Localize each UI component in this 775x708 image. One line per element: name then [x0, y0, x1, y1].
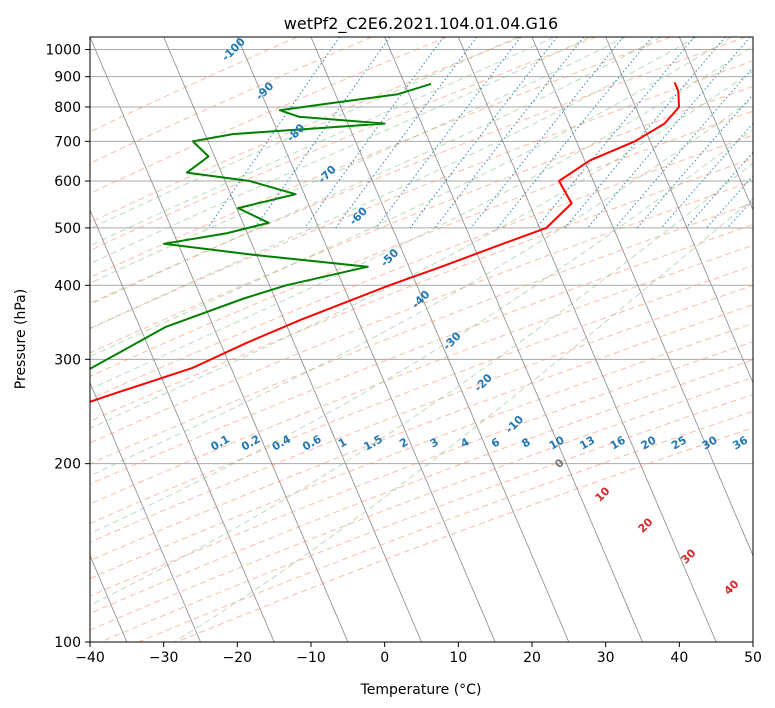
y-tick-label: 400 [54, 278, 81, 294]
moist-adiabat-line [90, 45, 753, 390]
dry-adiabat-line [90, 284, 753, 543]
x-tick-label: 40 [670, 650, 688, 666]
y-axis-ticks: 100 200 300 400 500 600 700 800 900 1000 [45, 43, 90, 651]
x-axis-ticks: −40 −30 −20 −10 0 10 20 30 40 50 [75, 642, 762, 666]
dry-adiabat-line [90, 180, 753, 444]
moist-adiabat-line [90, 37, 732, 358]
dry-adiabat-line [90, 223, 753, 485]
isotherm-line [90, 381, 201, 642]
mixing-ratio-line [497, 37, 653, 229]
plot-frame [89, 36, 754, 643]
isotherm-line [605, 37, 753, 384]
y-tick-label: 600 [54, 174, 81, 190]
isotherm-line [384, 37, 643, 642]
adiabats [90, 37, 753, 642]
mixing-ratio-line [207, 37, 341, 229]
dry-adiabat-line [90, 110, 753, 377]
mixing-ratio-line [254, 37, 391, 229]
moist-adiabat-line [90, 70, 753, 429]
y-axis-label: Pressure (hPa) [13, 289, 29, 389]
x-tick-label: 50 [744, 650, 762, 666]
isotherm-line [752, 37, 753, 39]
dry-adiabat-line [90, 60, 753, 329]
mixing-ratio-lines [207, 37, 753, 229]
moist-adiabat-line [90, 37, 697, 330]
dewpoint-profile-line [90, 82, 432, 370]
isotherm-line [457, 37, 717, 642]
moist-adiabat-line [174, 198, 753, 642]
x-axis-label: Temperature (°C) [360, 682, 482, 698]
dry-adiabat-line [90, 85, 753, 354]
dry-adiabat-line [90, 157, 753, 422]
temperature-profile-line [90, 82, 680, 403]
mixing-ratio-line [564, 37, 726, 229]
dry-adiabat-line [90, 359, 753, 614]
y-tick-label: 100 [54, 635, 81, 651]
isotherm-line [236, 37, 496, 642]
data-series [90, 82, 680, 403]
moist-adiabat-line [90, 37, 626, 284]
mixing-ratio-line [335, 37, 478, 229]
mixing-ratio-line [304, 37, 445, 229]
dry-adiabat-line [90, 37, 746, 304]
y-tick-label: 200 [54, 457, 81, 473]
dry-adiabat-line [90, 341, 753, 597]
mixing-ratio-line [375, 37, 521, 229]
isotherm-line [90, 208, 275, 642]
x-tick-label: −40 [75, 650, 105, 666]
y-tick-label: 900 [54, 70, 81, 86]
x-tick-label: 10 [449, 650, 467, 666]
dry-adiabat-line [90, 304, 753, 562]
moist-adiabat-line [90, 162, 753, 606]
x-tick-label: 30 [597, 650, 615, 666]
y-tick-label: 500 [54, 221, 81, 237]
mixing-ratio-line [470, 37, 624, 229]
y-tick-label: 700 [54, 134, 81, 150]
mixing-ratio-line [636, 93, 753, 229]
dry-adiabat-line [90, 37, 447, 195]
moist-adiabat-line [90, 37, 662, 306]
chart-title: wetPf2_C2E6.2021.104.01.04.G16 [284, 14, 558, 34]
dry-adiabat-line [90, 244, 753, 505]
moist-adiabat-line [90, 128, 753, 535]
y-tick-label: 300 [54, 352, 81, 368]
moist-adiabat-line [90, 37, 519, 230]
x-tick-label: 0 [380, 650, 389, 666]
x-tick-label: −20 [223, 650, 253, 666]
isotherm-line [531, 37, 753, 557]
x-tick-label: 20 [523, 650, 541, 666]
x-tick-label: −30 [149, 650, 179, 666]
dry-adiabat-line [90, 37, 522, 224]
moist-adiabat-line [90, 37, 555, 247]
x-tick-label: −10 [296, 650, 326, 666]
y-tick-label: 800 [54, 100, 81, 116]
dry-adiabat-line [90, 37, 298, 133]
isotherm-line [678, 37, 753, 211]
y-tick-label: 1000 [45, 43, 81, 59]
dry-adiabat-line [90, 134, 753, 400]
dry-adiabat-line [100, 394, 753, 642]
